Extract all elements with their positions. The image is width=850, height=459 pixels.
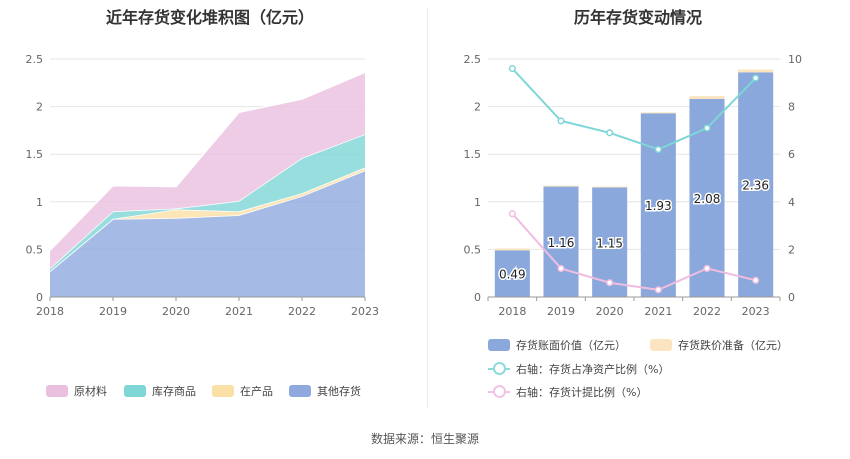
x-tick-label: 2021 [225, 305, 253, 318]
y-tick-label: 0.5 [26, 243, 44, 256]
bar-impairment [738, 69, 774, 73]
line-point [508, 64, 516, 73]
x-tick-label: 2019 [99, 305, 127, 318]
panel-divider [427, 8, 428, 408]
data-source: 数据来源：恒生聚源 [370, 432, 479, 446]
legend-swatch [488, 339, 510, 351]
y-tick-label: 2 [36, 101, 43, 114]
bar-impairment [640, 112, 676, 114]
line-point [752, 276, 760, 284]
y-tick-label: 0 [36, 291, 43, 304]
left-chart-title: 近年存货变化堆积图（亿元） [105, 8, 314, 27]
legend-swatch [124, 385, 146, 397]
y-tick-label: 1.5 [26, 148, 44, 161]
y-tick-label: 2 [474, 101, 481, 114]
x-tick-label: 2023 [742, 305, 770, 318]
x-tick-label: 2022 [288, 305, 316, 318]
bar-data-label: 1.16 [548, 236, 575, 250]
bar-book-value [689, 98, 725, 297]
y2-tick-label: 6 [788, 148, 795, 161]
y2-tick-label: 2 [788, 243, 795, 256]
bar-book-value [738, 72, 774, 297]
area-series-3 [50, 72, 365, 269]
line-point [606, 279, 614, 287]
legend-label: 存货账面价值（亿元） [516, 339, 626, 352]
x-tick-label: 2020 [162, 305, 190, 318]
y-tick-label: 2.5 [26, 53, 44, 66]
x-tick-label: 2021 [644, 305, 672, 318]
area-series-2 [50, 134, 365, 272]
line-point [508, 210, 516, 218]
legend-swatch [46, 385, 68, 397]
y-tick-label: 0 [474, 291, 481, 304]
x-tick-label: 2019 [547, 305, 575, 318]
area-edge-3 [49, 71, 366, 251]
y-tick-label: 1 [36, 196, 43, 209]
bar-book-value [543, 186, 579, 297]
legend-swatch [212, 385, 234, 397]
legend-swatch [650, 339, 672, 351]
x-tick-label: 2018 [498, 305, 526, 318]
bar-impairment [543, 185, 579, 187]
legend-item-raw-materials[interactable]: 原材料 [46, 383, 107, 399]
y-tick-label: 2.5 [464, 53, 482, 66]
legend-label: 存货跌价准备（亿元） [678, 339, 788, 352]
line-point [654, 145, 662, 153]
legend-label: 右轴：存货计提比例（%） [516, 386, 648, 399]
bar-book-value [494, 250, 530, 297]
area-series-0 [50, 170, 365, 297]
y2-tick-label: 8 [788, 101, 795, 114]
y-tick-label: 1 [474, 196, 481, 209]
line-point [703, 124, 711, 132]
y-tick-label: 0.5 [464, 243, 482, 256]
legend-item-wip[interactable]: 在产品 [212, 383, 273, 399]
bar-data-label: 1.15 [596, 236, 623, 250]
line-series-0 [511, 67, 757, 151]
bar-data-label: 1.93 [645, 199, 672, 213]
y2-tick-label: 10 [788, 53, 802, 66]
y2-tick-label: 0 [788, 291, 795, 304]
line-point [557, 264, 565, 272]
legend-swatch [289, 385, 311, 397]
legend-line-marker [488, 385, 510, 398]
y-tick-label: 1.5 [464, 148, 482, 161]
x-tick-label: 2023 [351, 305, 379, 318]
bar-impairment [494, 248, 530, 251]
legend-label: 在产品 [240, 385, 273, 398]
bar-data-label: 2.08 [694, 192, 721, 206]
legend-item-finished-goods[interactable]: 库存商品 [124, 383, 196, 399]
legend-item-ratio-net-assets[interactable]: 右轴：存货占净资产比例（%） [488, 361, 669, 377]
legend-item-provision-ratio[interactable]: 右轴：存货计提比例（%） [488, 384, 647, 400]
line-point [752, 74, 760, 82]
line-point [557, 117, 565, 125]
legend-label: 库存商品 [152, 385, 196, 398]
bar-data-label: 0.49 [499, 268, 526, 282]
legend-item-other-inventory[interactable]: 其他存货 [289, 383, 361, 399]
bar-impairment [689, 96, 725, 99]
legend-line-marker [488, 362, 510, 375]
legend-label: 原材料 [74, 385, 107, 398]
line-point [654, 286, 662, 294]
x-tick-label: 2020 [596, 305, 624, 318]
y2-tick-label: 4 [788, 196, 795, 209]
bar-data-label: 2.36 [742, 179, 769, 193]
legend-item-book-value[interactable]: 存货账面价值（亿元） [488, 337, 626, 353]
x-tick-label: 2018 [36, 305, 64, 318]
legend-label: 右轴：存货占净资产比例（%） [516, 363, 670, 376]
line-point [703, 264, 711, 272]
line-point [606, 129, 614, 137]
line-series-1 [511, 213, 756, 291]
x-tick-label: 2022 [693, 305, 721, 318]
legend-label: 其他存货 [317, 385, 361, 398]
right-chart-title: 历年存货变动情况 [573, 8, 702, 27]
bar-impairment [592, 186, 628, 188]
legend-item-impairment[interactable]: 存货跌价准备（亿元） [650, 337, 788, 353]
